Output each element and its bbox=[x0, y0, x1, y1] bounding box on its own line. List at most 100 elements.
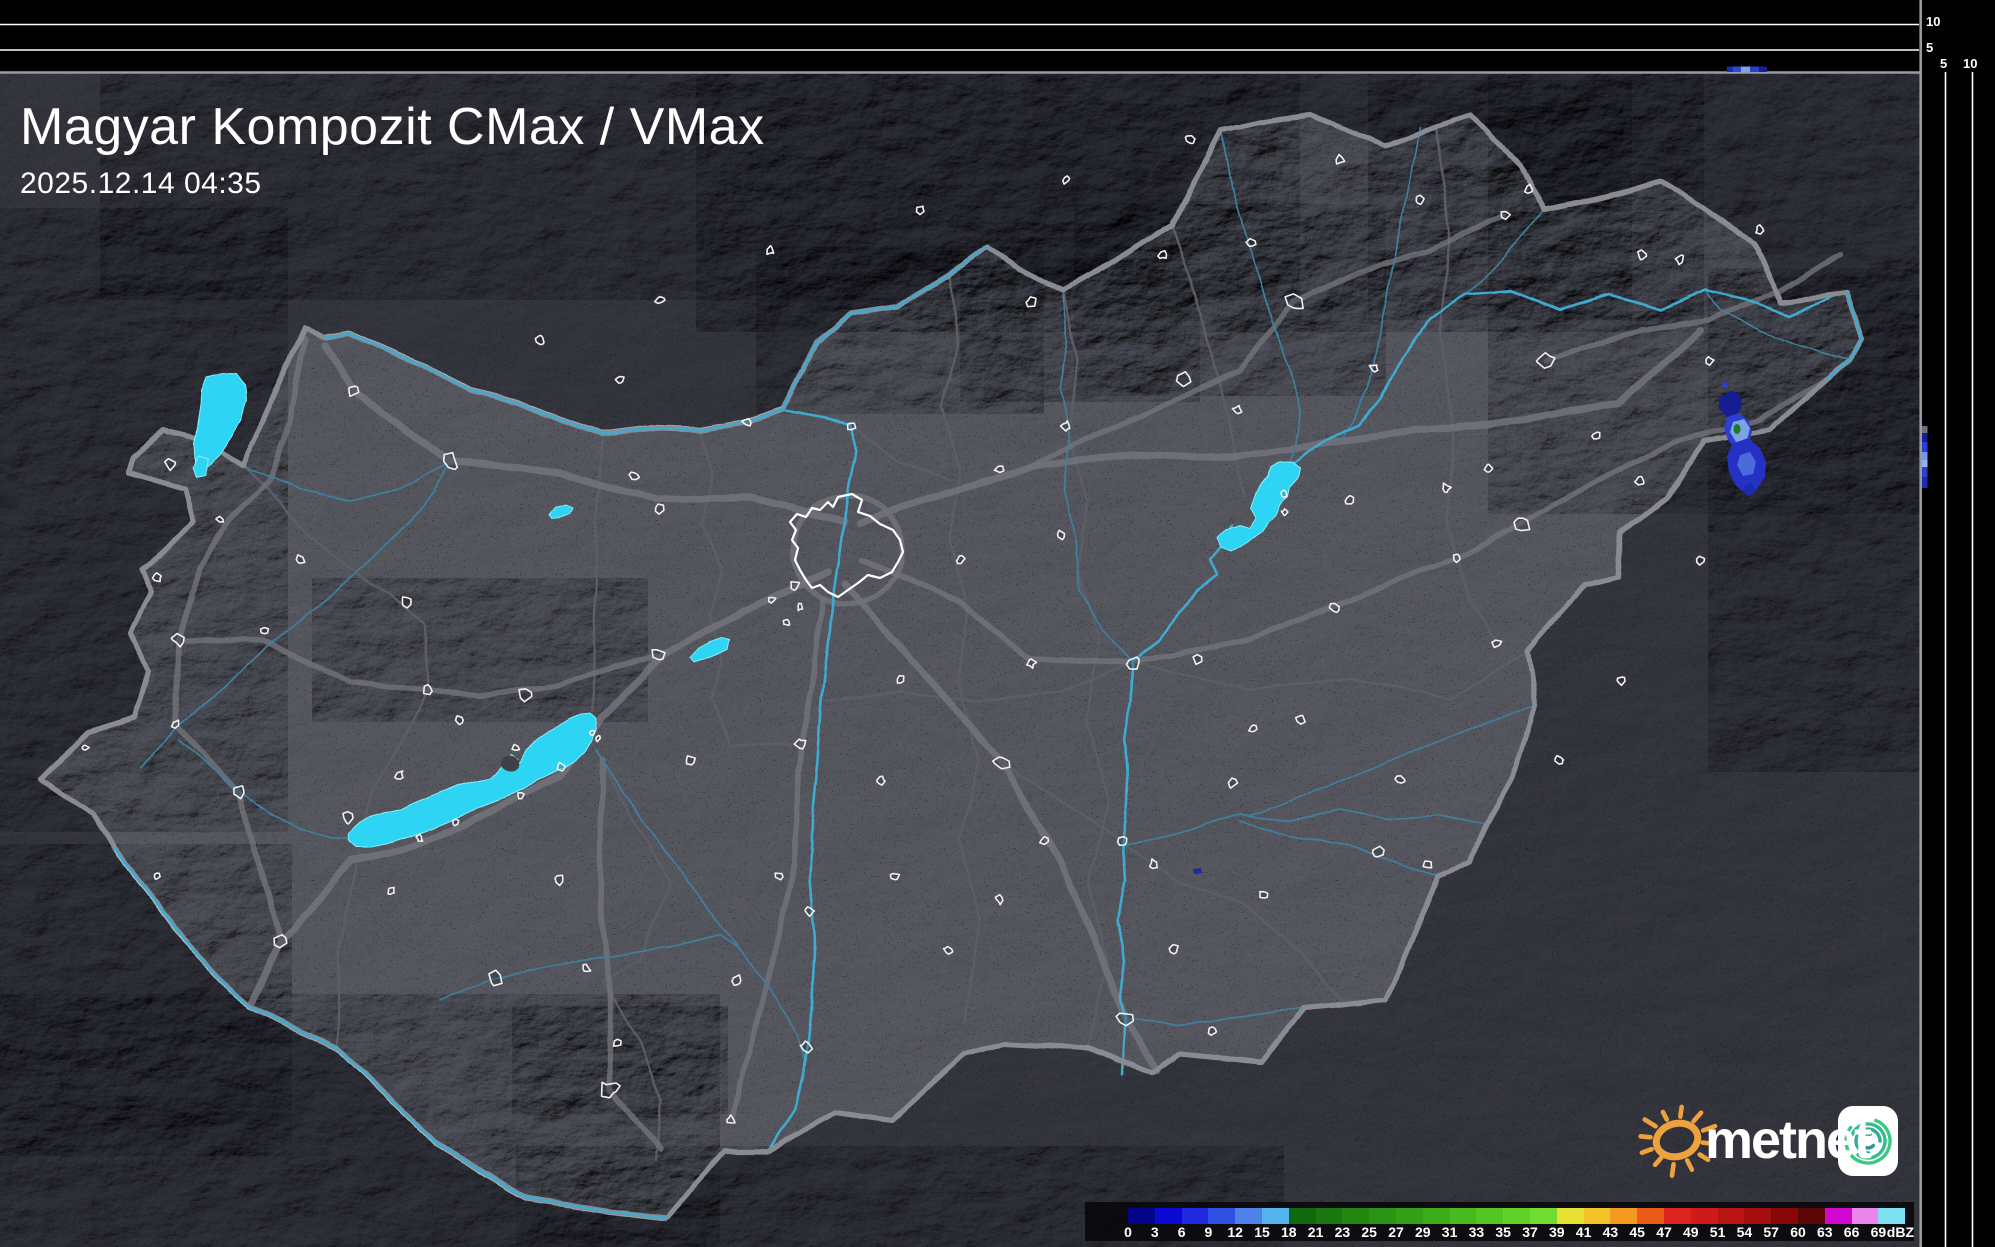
town-outline bbox=[556, 761, 566, 772]
town-outline bbox=[1371, 845, 1385, 858]
town-outline bbox=[1148, 858, 1158, 870]
dbz-tick-label: 45 bbox=[1629, 1224, 1645, 1240]
dbz-tick-label: 21 bbox=[1307, 1224, 1324, 1240]
border-rivers bbox=[113, 245, 1864, 1221]
page-title: Magyar Kompozit CMax / VMax bbox=[20, 98, 765, 156]
town-outline bbox=[889, 872, 901, 881]
town-outline bbox=[653, 296, 666, 305]
town-outline bbox=[554, 874, 564, 887]
dbz-color-step bbox=[1663, 1208, 1691, 1224]
town-outline bbox=[1452, 553, 1461, 564]
town-outline bbox=[793, 738, 807, 750]
lake-velence bbox=[690, 637, 730, 663]
dbz-color-step bbox=[1610, 1208, 1638, 1224]
dbz-unit-label: dBZ bbox=[1886, 1224, 1914, 1240]
town-outline bbox=[790, 580, 801, 591]
town-outline bbox=[1755, 224, 1765, 235]
town-outline bbox=[151, 572, 163, 583]
town-outline bbox=[401, 596, 412, 609]
town-outline bbox=[804, 906, 816, 918]
map-datetime: 2025.12.14 04:35 bbox=[20, 166, 262, 200]
town-outline bbox=[628, 471, 641, 481]
town-outline bbox=[740, 417, 752, 427]
town-outline bbox=[600, 1081, 621, 1099]
town-outline bbox=[454, 715, 465, 726]
dbz-color-step bbox=[1690, 1208, 1718, 1224]
dbz-color-step bbox=[1503, 1208, 1530, 1224]
dbz-tick-label: 15 bbox=[1254, 1224, 1270, 1240]
town-outline bbox=[1335, 153, 1346, 165]
dbz-tick-label: 66 bbox=[1843, 1224, 1860, 1240]
town-outline bbox=[422, 683, 433, 696]
lake-tata bbox=[548, 504, 575, 521]
town-outline bbox=[1192, 653, 1203, 666]
lake-balaton bbox=[347, 713, 599, 848]
dbz-color-step bbox=[1342, 1208, 1370, 1224]
dbz-legend: 0 3 6 9 12 15 18 21 23 25 27 29 31 33 35 37 39 41 43 45 47 49… bbox=[1085, 1202, 1914, 1241]
town-outline bbox=[233, 785, 245, 800]
dbz-color-step bbox=[1208, 1208, 1236, 1224]
dbz-tick-label: 47 bbox=[1656, 1224, 1672, 1240]
dbz-color-step bbox=[1529, 1208, 1557, 1224]
dbz-color-step bbox=[1288, 1208, 1316, 1224]
dbz-color-step bbox=[1422, 1208, 1450, 1224]
dbz-color-step bbox=[1128, 1208, 1155, 1224]
town-outline bbox=[1227, 777, 1239, 789]
lake-ferto bbox=[192, 371, 247, 471]
right-profile-panel bbox=[1921, 0, 1995, 1247]
town-outline bbox=[1168, 943, 1179, 955]
town-outline bbox=[767, 596, 777, 604]
sun-icon bbox=[1652, 1119, 1702, 1161]
dbz-tick-label: 27 bbox=[1388, 1224, 1404, 1240]
dbz-tick-label: 6 bbox=[1177, 1224, 1186, 1240]
top-panel-tick-5km: 5 bbox=[1926, 40, 1934, 55]
town-outline bbox=[1062, 175, 1071, 185]
town-outline bbox=[955, 554, 966, 565]
dbz-tick-label: 37 bbox=[1522, 1224, 1538, 1240]
radar-echo-layer bbox=[1193, 382, 1766, 874]
dbz-tick-label: 3 bbox=[1150, 1224, 1159, 1240]
town-outline bbox=[582, 963, 592, 973]
dbz-tick-label: 43 bbox=[1602, 1224, 1619, 1240]
town-outline bbox=[1634, 475, 1645, 486]
right-panel-tick-10km: 10 bbox=[1963, 56, 1978, 71]
town-outline bbox=[685, 755, 697, 766]
dbz-tick-label: 57 bbox=[1763, 1224, 1779, 1240]
town-outline bbox=[153, 872, 161, 880]
town-outline bbox=[1294, 714, 1306, 726]
town-outline bbox=[1284, 293, 1304, 310]
dbz-colorbar bbox=[1128, 1208, 1906, 1224]
town-outline bbox=[1039, 836, 1050, 846]
right-panel-tick-5km: 5 bbox=[1940, 56, 1948, 71]
dbz-tick-label: 63 bbox=[1817, 1224, 1833, 1240]
town-outline bbox=[1025, 296, 1037, 308]
town-outline bbox=[1705, 355, 1715, 367]
lakes bbox=[191, 371, 1301, 848]
dbz-color-step bbox=[1771, 1208, 1798, 1224]
dbz-tick-label: 12 bbox=[1227, 1224, 1243, 1240]
town-outline bbox=[1116, 835, 1128, 847]
town-outline bbox=[1280, 508, 1289, 517]
town-outline bbox=[170, 632, 185, 648]
dbz-color-step bbox=[1449, 1208, 1477, 1224]
dbz-color-step bbox=[1476, 1208, 1504, 1224]
logo-graphics bbox=[1638, 1104, 1898, 1178]
town-outline bbox=[1415, 194, 1425, 206]
lake-tisza bbox=[1217, 461, 1301, 553]
town-outline bbox=[1059, 420, 1071, 432]
dbz-color-step bbox=[1851, 1208, 1879, 1224]
dbz-tick-label: 18 bbox=[1281, 1224, 1297, 1240]
roads bbox=[173, 213, 1843, 1153]
metnet-logo[interactable]: metnet bbox=[1630, 1095, 1910, 1190]
town-outline bbox=[451, 818, 460, 827]
towns-layer bbox=[81, 134, 1765, 1124]
town-outline bbox=[612, 1038, 622, 1047]
dbz-tick-label: 60 bbox=[1790, 1224, 1806, 1240]
dbz-color-step bbox=[1717, 1208, 1745, 1224]
town-outline bbox=[1483, 463, 1494, 473]
dbz-tick-label: 9 bbox=[1204, 1224, 1213, 1240]
town-outline bbox=[1157, 249, 1168, 260]
town-outline bbox=[1368, 364, 1379, 373]
town-outline bbox=[1280, 489, 1288, 499]
